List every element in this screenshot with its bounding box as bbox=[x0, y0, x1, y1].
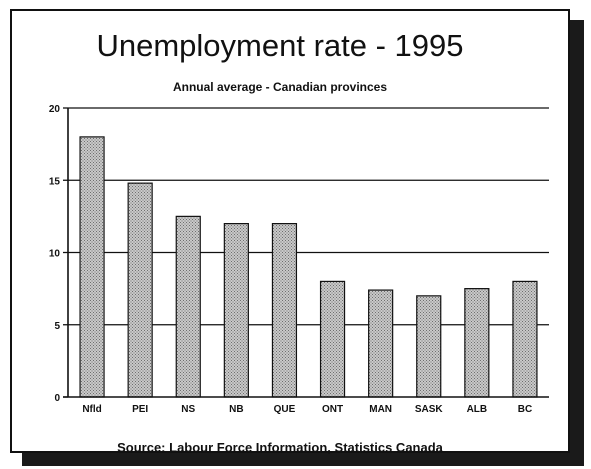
y-tick-label: 15 bbox=[49, 176, 61, 187]
x-tick-labels: Nfld PEI NS NB QUE ONT MAN SASK ALB BC bbox=[82, 404, 532, 415]
bar-pei bbox=[127, 182, 153, 398]
axes bbox=[63, 108, 549, 398]
bar-alb bbox=[464, 288, 490, 398]
x-tick-label: ALB bbox=[467, 404, 488, 415]
chart-title: Unemployment rate - 1995 bbox=[96, 28, 464, 63]
x-tick-label: BC bbox=[518, 404, 532, 415]
x-tick-label: SASK bbox=[415, 404, 444, 415]
x-tick-label: QUE bbox=[274, 404, 296, 415]
bar-que bbox=[271, 223, 298, 398]
y-tick-label: 20 bbox=[49, 104, 61, 115]
bar-bc bbox=[512, 280, 538, 398]
bar-nb bbox=[223, 223, 249, 398]
y-tick-label: 10 bbox=[49, 249, 61, 260]
bar-ont bbox=[319, 280, 346, 398]
x-tick-label: NS bbox=[181, 404, 195, 415]
x-tick-label: PEI bbox=[132, 404, 148, 415]
chart-source: Source: Labour Force Information, Statis… bbox=[117, 440, 443, 455]
y-tick-labels: 0 5 10 15 20 bbox=[49, 104, 61, 404]
bars bbox=[79, 136, 538, 398]
bar-nfld bbox=[79, 136, 105, 398]
y-tick-label: 5 bbox=[54, 321, 60, 332]
x-tick-label: MAN bbox=[369, 404, 392, 415]
y-tick-label: 0 bbox=[54, 393, 60, 404]
x-tick-label: NB bbox=[229, 404, 243, 415]
x-tick-label: ONT bbox=[322, 404, 343, 415]
chart-subtitle: Annual average - Canadian provinces bbox=[172, 80, 388, 94]
bar-man bbox=[368, 289, 394, 398]
bar-sask bbox=[416, 295, 442, 398]
x-tick-label: Nfld bbox=[82, 404, 101, 415]
bar-ns bbox=[175, 215, 201, 398]
